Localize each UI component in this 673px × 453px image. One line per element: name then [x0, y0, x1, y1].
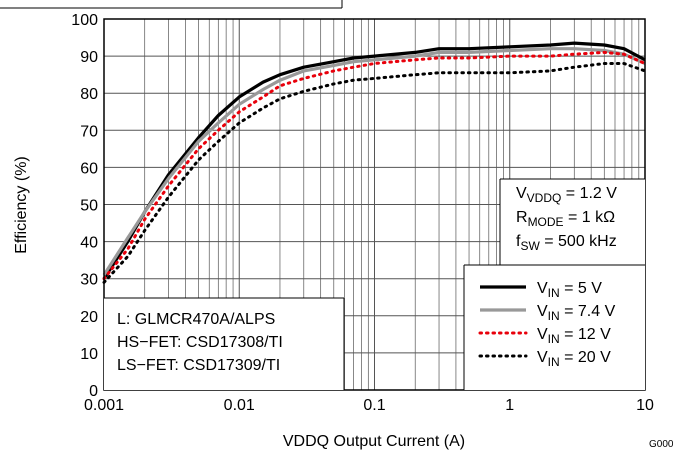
legend-label: VIN = 12 V [537, 326, 611, 346]
condition-label: VVDDQ = 1.2 V [516, 185, 617, 205]
note-label: HS−FET: CSD17308/TI [117, 334, 283, 351]
y-tick-label: 80 [80, 86, 98, 103]
y-tick-label: 40 [80, 235, 98, 252]
note-label: LS−FET: CSD17309/TI [117, 357, 280, 374]
series-line-4 [102, 62, 647, 284]
conditions-box: VVDDQ = 1.2 V RMODE = 1 kΩ fSW = 500 kHz [499, 178, 645, 265]
y-tick-label: 10 [80, 346, 98, 363]
y-tick-label: 20 [80, 309, 98, 326]
legend-label: VIN = 20 V [537, 349, 611, 369]
y-tick-label: 90 [80, 49, 98, 66]
condition-label: fSW = 500 kHz [516, 233, 617, 253]
y-tick-label: 50 [80, 198, 98, 215]
figure-id: G000 [649, 439, 673, 450]
series-lines [102, 41, 647, 284]
x-tick-labels: 0.001 0.01 0.1 1 10 [84, 397, 654, 414]
legend-label: VIN = 7.4 V [537, 303, 616, 323]
x-tick-label: 1 [505, 397, 514, 414]
y-tick-label: 0 [89, 383, 98, 400]
y-axis-label: Efficiency (%) [13, 156, 30, 254]
legend-label: VIN = 5 V [537, 280, 602, 300]
condition-label: RMODE = 1 kΩ [516, 209, 615, 229]
series-line-1 [102, 41, 646, 280]
series-line-2 [102, 47, 646, 276]
x-tick-label: 0.01 [224, 397, 255, 414]
notes-box: L: GLMCR470A/ALPS HS−FET: CSD17308/TI LS−F… [104, 297, 345, 390]
x-tick-label: 10 [636, 397, 654, 414]
x-tick-label: 0.001 [84, 397, 124, 414]
legend: VIN = 5 V VIN = 7.4 V VIN = 12 V VIN = 20 V [463, 264, 645, 390]
x-axis-label: VDDQ Output Current (A) [283, 433, 465, 450]
y-tick-label: 100 [71, 12, 98, 29]
y-tick-labels: 0 10 20 30 40 50 60 70 80 90 100 [71, 12, 98, 400]
series-line-3 [102, 50, 647, 281]
y-tick-label: 60 [80, 160, 98, 177]
y-tick-label: 70 [80, 123, 98, 140]
x-tick-label: 0.1 [363, 397, 385, 414]
y-tick-label: 30 [80, 272, 98, 289]
note-label: L: GLMCR470A/ALPS [117, 311, 275, 328]
